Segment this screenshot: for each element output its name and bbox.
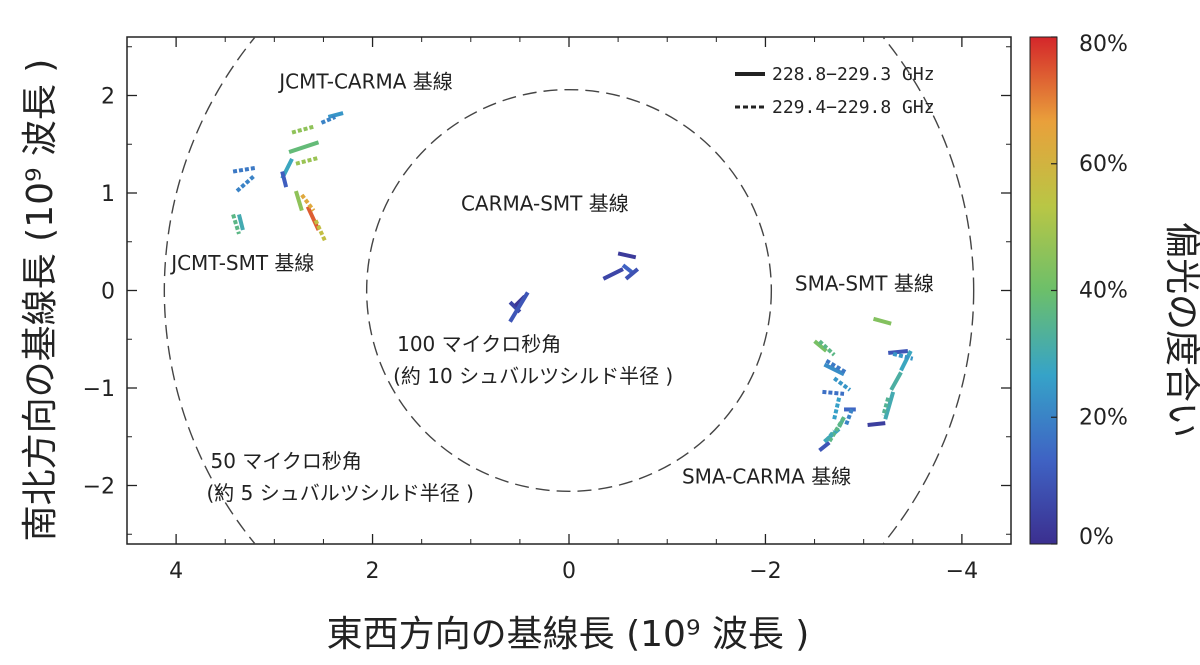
solid-track-segment: [280, 171, 289, 188]
solid-track-segment: [818, 441, 831, 452]
circle-label-line: (約 10 シュバルツシルド半径 ): [393, 364, 673, 388]
resolution-circle: [163, 37, 975, 544]
legend-entry-dashed: 229.4−229.8 GHz: [772, 97, 935, 118]
dashed-track-segment: [881, 397, 891, 416]
dashed-track-segment: [320, 115, 337, 125]
axis-ticks: 4 2 0 −2 −4 2 1 0 −1 −2: [83, 37, 1012, 584]
circle-label-line: (約 5 シュバルツシルド半径 ): [206, 481, 473, 505]
circle-label-line: 50 マイクロ秒角: [210, 449, 361, 473]
y-axis-title: 南北方向の基線長 (10⁹ 波長 ): [20, 59, 61, 542]
dashed-track-segment: [291, 124, 315, 135]
solid-track-segment: [823, 362, 845, 377]
colorbar-tick-label: 40%: [1079, 279, 1128, 304]
baseline-label: JCMT-SMT 基線: [169, 251, 314, 275]
solid-track-segment: [305, 205, 321, 231]
y-tick-label: 0: [101, 280, 115, 305]
colorbar-tick-label: 0%: [1079, 525, 1114, 550]
resolution-circle: [365, 88, 773, 493]
baseline-label: SMA-CARMA 基線: [682, 465, 851, 489]
baseline-tracks: [231, 111, 914, 452]
legend: 228.8−229.3 GHz 229.4−229.8 GHz: [735, 64, 935, 118]
circle-label-line: 100 マイクロ秒角: [397, 332, 561, 356]
y-tick-label: −2: [83, 475, 115, 500]
solid-track-segment: [889, 371, 903, 391]
dashed-track-segment: [295, 155, 320, 166]
y-tick-label: −1: [83, 377, 115, 402]
dashed-track-segment: [822, 389, 845, 396]
x-axis-title: 東西方向の基線長 (10⁹ 波長 ): [327, 614, 810, 655]
annotations: JCMT-CARMA 基線 JCMT-SMT 基線 CARMA-SMT 基線 SMA-…: [169, 70, 934, 505]
solid-track-segment: [883, 391, 896, 420]
baseline-label: JCMT-CARMA 基線: [277, 70, 453, 94]
x-tick-label: −2: [749, 559, 781, 584]
solid-track-segment: [624, 267, 640, 281]
dashed-track-segment: [825, 358, 848, 375]
solid-track-segment: [237, 213, 245, 231]
dashed-track-segment: [231, 213, 241, 235]
dashed-track-segment: [235, 173, 257, 193]
x-tick-label: 2: [366, 559, 380, 584]
colorbar-tick-label: 80%: [1079, 32, 1128, 57]
colorbar-tick-label: 20%: [1079, 405, 1128, 430]
colorbar-label: 偏光の度合い: [1161, 222, 1200, 438]
solid-track-segment: [888, 348, 909, 355]
solid-track-segment: [602, 267, 624, 281]
baseline-label: SMA-SMT 基線: [795, 272, 934, 296]
dashed-track-segment: [892, 351, 914, 361]
legend-entry-solid: 228.8−229.3 GHz: [772, 64, 935, 85]
colorbar-tick-label: 60%: [1079, 152, 1128, 177]
dashed-track-segment: [300, 193, 316, 212]
x-tick-label: −4: [946, 559, 978, 584]
colorbar-ticks: 0% 20% 40% 60% 80%: [1051, 32, 1128, 550]
solid-track-segment: [617, 251, 637, 260]
resolution-circles: [163, 37, 975, 544]
dashed-track-segment: [232, 165, 257, 174]
solid-track-segment: [288, 140, 320, 154]
solid-track-segment: [621, 263, 635, 275]
solid-track-segment: [899, 350, 913, 372]
dashed-track-segment: [313, 219, 328, 243]
solid-track-segment: [508, 291, 530, 323]
x-tick-label: 0: [562, 559, 576, 584]
dashed-track-segment: [833, 376, 852, 392]
dashed-track-segment: [827, 416, 846, 443]
dashed-track-segment: [832, 397, 842, 420]
x-tick-label: 4: [169, 559, 183, 584]
solid-track-segment: [872, 316, 892, 326]
solid-track-segment: [327, 111, 344, 119]
dashed-track-segment: [844, 408, 854, 426]
solid-track-segment: [867, 421, 886, 428]
baseline-label: CARMA-SMT 基線: [461, 192, 629, 216]
dashed-track-segment: [818, 339, 836, 357]
y-tick-label: 1: [101, 182, 115, 207]
dashed-track-segment: [824, 429, 836, 442]
solid-track-segment: [813, 339, 828, 353]
y-tick-label: 2: [101, 85, 115, 110]
solid-track-segment: [294, 190, 304, 212]
